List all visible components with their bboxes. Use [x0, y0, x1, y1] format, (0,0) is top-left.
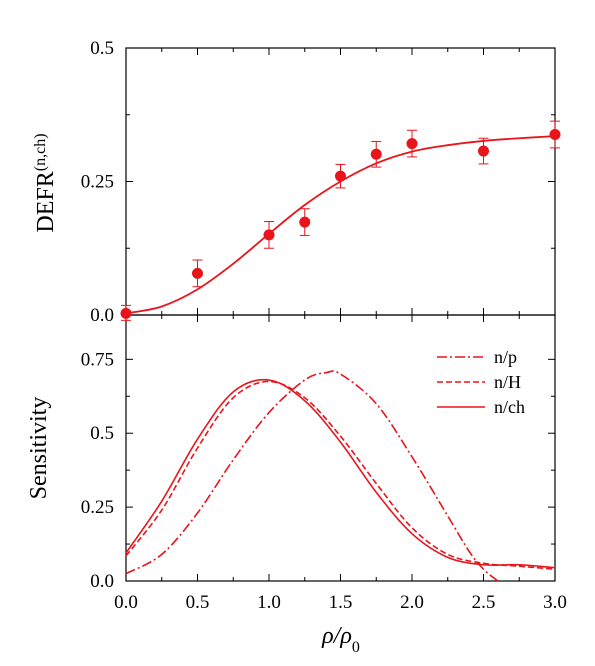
point-marker [335, 170, 346, 182]
xlabel-subscript: 0 [352, 639, 360, 656]
point-marker [192, 267, 203, 279]
data-point [192, 259, 203, 288]
y-tick-label: 0.0 [90, 571, 114, 592]
x-tick-label: 1.5 [329, 592, 353, 613]
top-panel-marks [120, 120, 561, 321]
top-y-axis-label: DEFR(n,ch) [32, 133, 60, 232]
x-tick-label: 0.0 [114, 592, 138, 613]
x-tick-label: 0.5 [186, 592, 210, 613]
data-point [549, 120, 561, 149]
x-axis-label: ρ/ρ0 [321, 623, 360, 656]
bottom-panel-marks [125, 370, 556, 582]
top-panel-ticks: 0.0 0.25 0.5 [81, 38, 556, 326]
point-marker [263, 229, 275, 241]
data-point [120, 304, 132, 321]
fit-line [125, 135, 556, 315]
y-tick-label: 0.25 [81, 497, 114, 518]
data-point [263, 221, 275, 249]
point-marker [478, 145, 489, 157]
legend-label-n-p: n/p [494, 347, 517, 367]
point-marker [549, 129, 561, 141]
data-point [335, 163, 346, 189]
legend-label-n-H: n/H [494, 372, 521, 392]
y-tick-label: 0.75 [81, 349, 114, 370]
series-line-n-p [125, 370, 499, 582]
series-line-n-ch [125, 378, 556, 569]
y-tick-label: 0.5 [90, 38, 114, 59]
data-point [406, 129, 418, 158]
point-marker [370, 148, 382, 160]
bottom-panel-frame [125, 314, 556, 582]
data-point [299, 208, 311, 236]
point-marker [299, 216, 311, 228]
y-tick-label: 0.5 [90, 423, 114, 444]
data-point [478, 137, 489, 165]
data-point [370, 140, 382, 168]
y-tick-label: 0.0 [90, 305, 114, 326]
bottom-panel-ticks: 0.0 0.5 1.0 1.5 2.0 2.5 3.0 0.0 0.25 0.5 0.75 [81, 315, 567, 613]
x-tick-label: 1.0 [257, 592, 281, 613]
x-tick-label: 2.0 [400, 592, 424, 613]
series-line-n-H [125, 380, 556, 570]
x-tick-label: 3.0 [543, 592, 567, 613]
x-tick-label: 2.5 [472, 592, 496, 613]
point-marker [120, 307, 132, 319]
bottom-y-axis-label: Sensitivity [26, 397, 52, 500]
legend: n/p n/H n/ch [437, 347, 525, 417]
point-marker [406, 138, 418, 150]
ylabel-superscript: (n,ch) [32, 133, 49, 171]
legend-label-n-ch: n/ch [494, 397, 525, 417]
y-tick-label: 0.25 [81, 172, 114, 193]
